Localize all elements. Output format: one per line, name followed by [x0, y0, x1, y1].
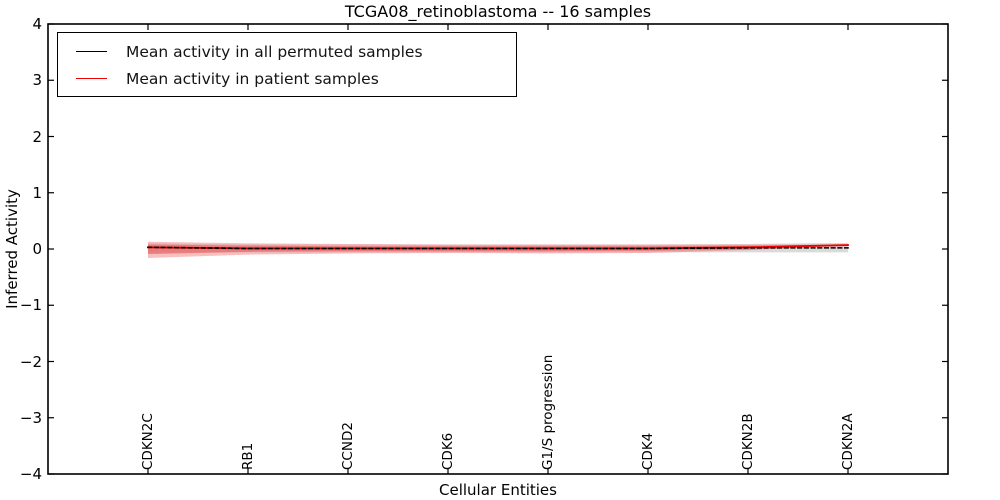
y-tick-label: −3	[19, 408, 42, 427]
y-tick-label: 2	[32, 127, 42, 146]
x-axis-label: Cellular Entities	[439, 481, 557, 499]
permuted-mean-line	[147, 246, 849, 250]
legend-label-patient: Mean activity in patient samples	[126, 69, 379, 88]
patient-line-swatch	[76, 78, 107, 79]
y-tick-label: −4	[19, 465, 42, 483]
x-tick-label: RB1	[240, 442, 256, 470]
y-tick-label: 3	[32, 71, 42, 90]
y-tick-label: 1	[32, 183, 42, 202]
legend-row-patient: Mean activity in patient samples	[58, 65, 516, 92]
legend-row-permuted: Mean activity in all permuted samples	[58, 38, 516, 65]
legend-label-permuted: Mean activity in all permuted samples	[126, 42, 423, 61]
x-tick-label: G1/S progression	[540, 354, 556, 470]
legend-box: Mean activity in all permuted samples Me…	[57, 32, 517, 97]
x-tick-label: CDK6	[440, 432, 456, 470]
chart-title: TCGA08_retinoblastoma -- 16 samples	[344, 2, 652, 21]
axes-frame	[47, 23, 949, 475]
y-tick-label: 0	[32, 240, 42, 258]
x-tick-label: CDKN2C	[140, 413, 156, 470]
x-tick-label: CDKN2B	[740, 413, 756, 470]
y-tick-label: 4	[32, 15, 42, 33]
x-tick-label: CDKN2A	[840, 413, 856, 470]
permuted-line-swatch	[76, 51, 107, 52]
x-tick-label: CCND2	[340, 422, 356, 470]
y-tick-label: −2	[19, 352, 42, 371]
x-tick-label: CDK4	[640, 432, 656, 470]
y-tick-label: −1	[19, 296, 42, 315]
